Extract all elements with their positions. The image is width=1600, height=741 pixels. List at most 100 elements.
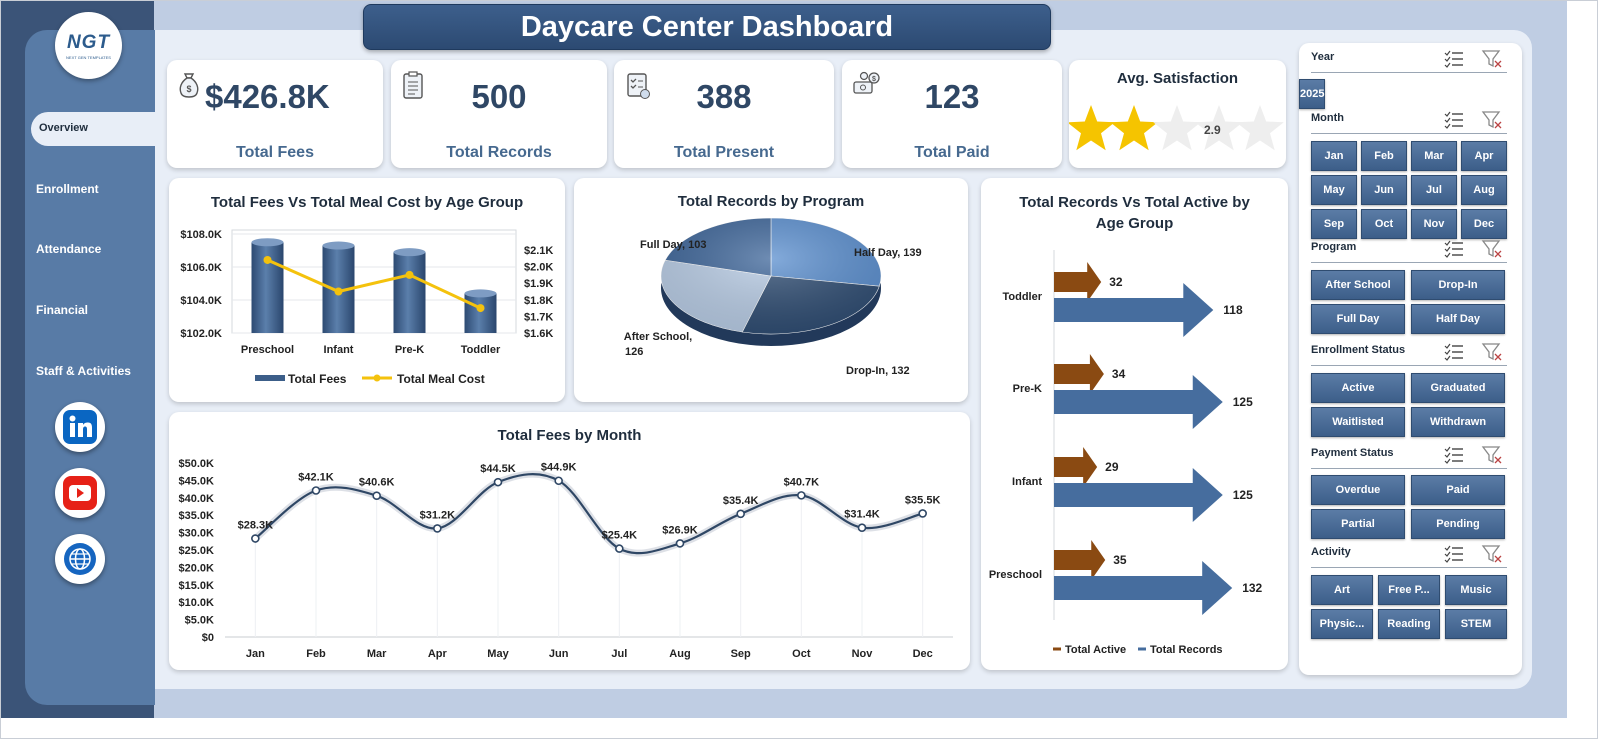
x-tick-label: Toddler: [461, 344, 501, 356]
filter-option-month[interactable]: Sep: [1311, 209, 1357, 239]
filter-option-activity[interactable]: Physic...: [1311, 609, 1373, 639]
filter-title: Enrollment Status: [1311, 344, 1406, 356]
filter-header-month: Month: [1311, 111, 1507, 134]
data-label: 125: [1233, 395, 1253, 409]
arrow-total-records: [1054, 375, 1223, 429]
chart-fees-vs-meal-card: Total Fees Vs Total Meal Cost by Age Gro…: [169, 178, 565, 402]
website-button[interactable]: [55, 534, 105, 584]
x-tick-label: Sep: [731, 648, 751, 660]
filter-option-enrollment-status[interactable]: Withdrawn: [1411, 407, 1505, 437]
clipboard-icon: [403, 71, 423, 99]
kpi-label: Total Fees: [236, 144, 314, 161]
nav-item-financial[interactable]: Financial: [36, 303, 89, 317]
fees-by-month-chart: $50.0K $45.0K $40.0K $35.0K $30.0K $25.0K $20.…: [179, 458, 953, 660]
filter-option-month[interactable]: Jul: [1411, 175, 1457, 205]
linkedin-button[interactable]: [55, 402, 105, 452]
filter-option-enrollment-status[interactable]: Active: [1311, 373, 1405, 403]
multi-select-icon[interactable]: [1444, 111, 1463, 129]
y2-tick-label: $2.1K: [524, 245, 553, 257]
clear-filter-icon[interactable]: [1481, 545, 1502, 563]
filter-option-activity[interactable]: Music: [1445, 575, 1507, 605]
y-tick-label: $102.0K: [180, 328, 222, 340]
linkedin-icon: [63, 410, 97, 444]
filter-option-payment-status[interactable]: Pending: [1411, 509, 1505, 539]
filter-option-payment-status[interactable]: Paid: [1411, 475, 1505, 505]
filter-option-payment-status[interactable]: Overdue: [1311, 475, 1405, 505]
legend-label: Total Fees: [288, 372, 347, 386]
filter-option-month[interactable]: Oct: [1361, 209, 1407, 239]
filter-option-activity[interactable]: Free P...: [1378, 575, 1440, 605]
multi-select-icon[interactable]: [1444, 240, 1463, 258]
data-label: $40.6K: [359, 477, 395, 489]
star-icon: [1195, 105, 1243, 151]
arrow-total-records: [1054, 561, 1233, 615]
filter-option-month[interactable]: Feb: [1361, 141, 1407, 171]
svg-text:$: $: [872, 76, 876, 83]
multi-select-icon[interactable]: [1444, 545, 1463, 563]
filter-option-month[interactable]: Apr: [1461, 141, 1507, 171]
y2-tick-label: $1.6K: [524, 328, 553, 340]
nav-item-enrollment[interactable]: Enrollment: [36, 182, 99, 196]
bar-top: [393, 248, 426, 257]
chart-title: Total Fees Vs Total Meal Cost by Age Gro…: [210, 194, 524, 211]
filter-option-program[interactable]: Full Day: [1311, 304, 1405, 334]
multi-select-icon[interactable]: [1444, 50, 1463, 68]
filter-option-enrollment-status[interactable]: Waitlisted: [1311, 407, 1405, 437]
youtube-button[interactable]: [55, 468, 105, 518]
y-tick-label: $108.0K: [180, 229, 222, 241]
filter-option-program[interactable]: Drop-In: [1411, 270, 1505, 300]
filter-option-program[interactable]: Half Day: [1411, 304, 1505, 334]
arrow-total-active: [1054, 262, 1102, 302]
filter-option-month[interactable]: Jun: [1361, 175, 1407, 205]
data-point: [372, 491, 381, 501]
filter-option-year[interactable]: 2025: [1299, 79, 1326, 109]
nav-item-overview[interactable]: Overview: [31, 112, 156, 146]
checklist-icon: [627, 73, 650, 99]
filter-option-month[interactable]: Nov: [1411, 209, 1457, 239]
data-point: [493, 477, 503, 487]
data-point: [675, 539, 685, 548]
x-tick-label: Jan: [246, 648, 265, 660]
clear-filter-icon[interactable]: [1481, 50, 1502, 68]
multi-select-icon[interactable]: [1444, 343, 1463, 361]
data-label: 118: [1223, 303, 1243, 317]
filter-title: Year: [1311, 51, 1335, 63]
nav-item-staff-activities[interactable]: Staff & Activities: [36, 364, 131, 378]
pie-label: Drop-In, 132: [846, 365, 910, 377]
nav-item-attendance[interactable]: Attendance: [36, 242, 102, 256]
y-tick-label: Preschool: [989, 569, 1042, 581]
y-tick-label: Pre-K: [1013, 383, 1042, 395]
clear-filter-icon[interactable]: [1481, 111, 1502, 129]
filter-option-activity[interactable]: Reading: [1378, 609, 1440, 639]
arrow-total-active: [1054, 354, 1104, 394]
clear-filter-icon[interactable]: [1481, 343, 1502, 361]
svg-text:$: $: [186, 84, 191, 94]
filter-option-program[interactable]: After School: [1311, 270, 1405, 300]
kpi-total-present: 388 Total Present: [614, 60, 834, 168]
filter-title: Payment Status: [1311, 447, 1394, 459]
clear-filter-icon[interactable]: [1481, 240, 1502, 258]
filter-option-month[interactable]: May: [1311, 175, 1357, 205]
filter-option-payment-status[interactable]: Partial: [1311, 509, 1405, 539]
pie-label: Half Day, 139: [854, 247, 922, 259]
data-label: 34: [1112, 367, 1126, 381]
clear-filter-icon[interactable]: [1481, 446, 1502, 464]
filter-option-enrollment-status[interactable]: Graduated: [1411, 373, 1505, 403]
money-bag-icon: $: [179, 73, 199, 98]
bar-top: [322, 241, 355, 250]
filter-option-month[interactable]: Mar: [1411, 141, 1457, 171]
meal-cost-point: [334, 287, 343, 296]
filter-option-month[interactable]: Jan: [1311, 141, 1357, 171]
pie-label: Full Day, 103: [640, 239, 706, 251]
y-tick-label: $20.0K: [179, 562, 215, 574]
arrow-total-active: [1054, 447, 1098, 487]
filter-option-activity[interactable]: STEM: [1445, 609, 1507, 639]
arrow-total-records: [1054, 283, 1214, 337]
filter-option-month[interactable]: Dec: [1461, 209, 1507, 239]
filter-option-activity[interactable]: Art: [1311, 575, 1373, 605]
kpi-value: 123: [924, 78, 980, 115]
filter-option-month[interactable]: Aug: [1461, 175, 1507, 205]
multi-select-icon[interactable]: [1444, 446, 1463, 464]
globe-icon: [64, 543, 96, 575]
x-tick-label: Apr: [428, 648, 448, 660]
